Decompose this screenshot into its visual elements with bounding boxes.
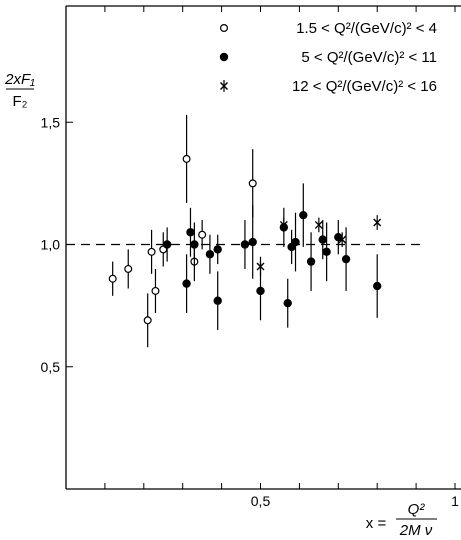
data-point: [190, 240, 199, 249]
data-point: [256, 286, 265, 296]
series-filled-circle: [162, 183, 382, 331]
data-point: [108, 274, 117, 283]
legend-marker: [219, 52, 229, 62]
legend-marker: [220, 24, 229, 33]
x-axis-label-numerator: Q²: [408, 501, 426, 518]
data-point: [162, 240, 172, 249]
data-point: [279, 220, 288, 229]
data-point: [124, 264, 133, 273]
data-point: [322, 247, 331, 257]
x-tick-label: 0,5: [251, 493, 271, 509]
y-tick-label: 1,0: [41, 237, 61, 253]
data-point: [248, 237, 257, 247]
data-point: [213, 245, 222, 254]
y-tick-label: 0,5: [41, 359, 61, 375]
data-point: [205, 250, 215, 259]
series-open-circle: [108, 114, 257, 348]
cross-stroke: [373, 218, 382, 227]
marks-layer: [108, 114, 382, 348]
data-point: [338, 235, 347, 244]
data-point: [306, 257, 316, 266]
cross-stroke: [279, 220, 288, 229]
data-point: [256, 262, 265, 271]
y-axis-label-numerator: 2xF₁: [4, 71, 35, 88]
data-point: [248, 179, 257, 188]
data-point: [318, 235, 327, 244]
cross-stroke: [314, 220, 323, 229]
data-point: [314, 220, 323, 229]
data-point: [147, 247, 156, 256]
axis-labels: 2xF₁ F₂ x = Q² 2M ν: [4, 71, 437, 539]
data-point: [373, 281, 382, 291]
data-point: [186, 228, 195, 237]
legend-label: 12 < Q²/(GeV/c)² < 16: [292, 78, 437, 95]
x-tick-label: 1: [451, 493, 459, 509]
cross-stroke: [338, 235, 347, 244]
data-point: [334, 232, 343, 242]
legend-label: 1.5 < Q²/(GeV/c)² < 4: [296, 20, 437, 37]
data-point: [341, 254, 351, 264]
data-point: [283, 298, 292, 308]
axes-layer: 0,5 1 0,5 1,0 1,5: [41, 5, 461, 509]
legend: 1.5 < Q²/(GeV/c)² < 4 5 < Q²/(GeV/c)² < 1…: [219, 20, 437, 95]
series-cross: [256, 215, 382, 277]
data-point: [299, 210, 308, 220]
data-point: [151, 286, 160, 295]
x-axis-label-prefix: x =: [366, 515, 387, 532]
data-point: [143, 316, 152, 325]
y-axis-label-denominator: F₂: [13, 93, 28, 110]
x-axis-label-denominator: 2M ν: [399, 522, 433, 539]
data-point: [198, 230, 207, 239]
data-point: [213, 296, 222, 305]
data-point: [240, 240, 250, 249]
cross-stroke: [256, 262, 265, 271]
data-point: [182, 279, 191, 288]
data-point: [182, 154, 191, 163]
data-point: [291, 237, 300, 247]
data-point: [373, 218, 382, 227]
y-tick-label: 1,5: [41, 114, 61, 130]
legend-label: 5 < Q²/(GeV/c)² < 11: [301, 49, 437, 66]
